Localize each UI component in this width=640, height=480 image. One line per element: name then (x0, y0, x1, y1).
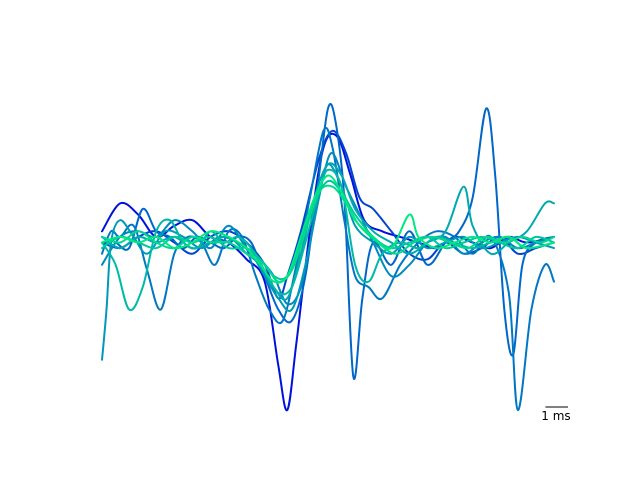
waveform-trace-2 (101, 129, 555, 300)
waveform-trace-11 (101, 174, 555, 284)
waveform-trace-10 (101, 184, 555, 283)
waveform-trace-3 (101, 103, 555, 380)
waveform-traces (101, 103, 555, 412)
scale-bar: 1 ms (541, 406, 571, 423)
scale-bar-label: 1 ms (541, 409, 570, 423)
waveform-trace-6 (101, 163, 555, 361)
